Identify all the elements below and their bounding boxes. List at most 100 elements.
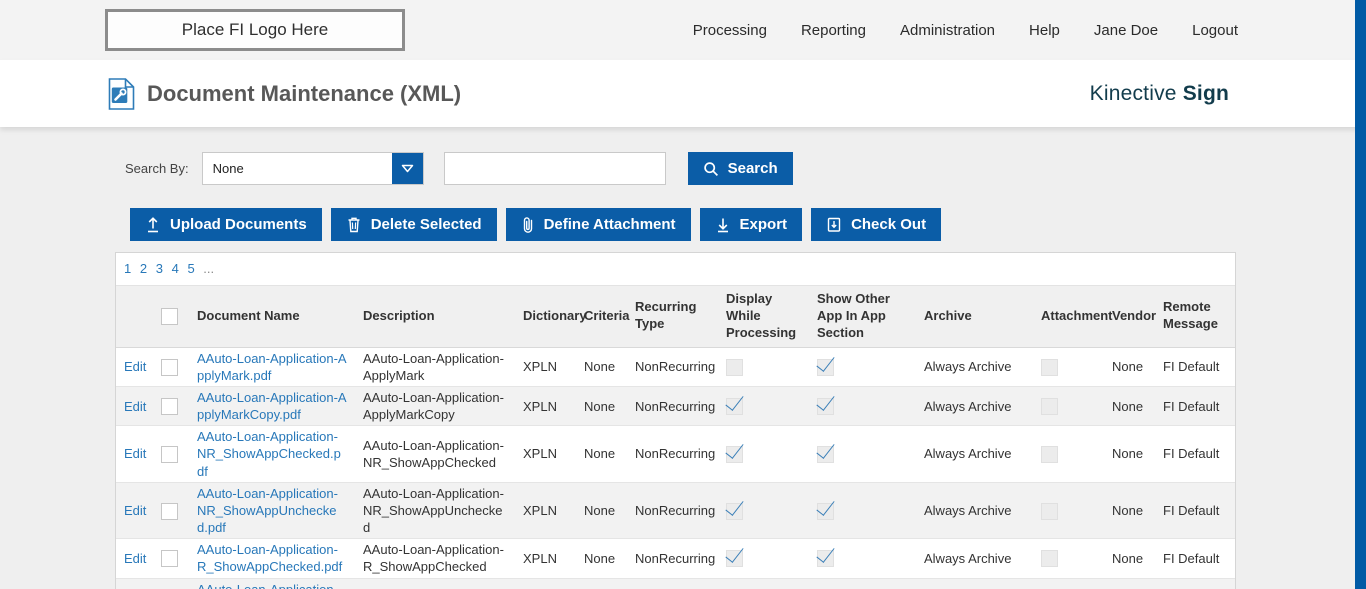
page-link-2[interactable]: 2 — [139, 261, 148, 276]
nav-logout[interactable]: Logout — [1192, 21, 1238, 39]
display-while-processing-checkbox[interactable] — [726, 446, 743, 464]
table-body: Edit AAuto-Loan-Application-ApplyMark.pd… — [116, 347, 1235, 589]
nav-reporting[interactable]: Reporting — [800, 21, 866, 39]
nav-help[interactable]: Help — [1029, 21, 1060, 39]
description-cell: AAuto-Loan-Application-ApplyMarkCopy — [355, 386, 515, 427]
header-select-all-col — [153, 285, 189, 348]
header-document-name: Document Name — [189, 285, 355, 348]
trash-icon — [346, 216, 362, 233]
top-header: Place FI Logo Here Processing Reporting … — [0, 0, 1366, 60]
show-other-app-checkbox[interactable] — [817, 446, 834, 464]
page-link-5[interactable]: 5 — [187, 261, 195, 276]
table-row: Edit AAuto-Loan-Application-NR_ShowAppCh… — [116, 425, 1235, 483]
header-remote-message: Remote Message — [1155, 285, 1235, 348]
attachment-checkbox[interactable] — [1041, 446, 1058, 464]
remote-message-cell: FI Default — [1155, 578, 1235, 589]
recurring-type-cell: NonRecurring — [627, 482, 718, 540]
show-other-app-checkbox[interactable] — [817, 502, 834, 520]
recurring-type-cell: NonRecurring — [627, 386, 718, 427]
archive-cell: Always Archive — [916, 425, 1033, 483]
display-while-processing-checkbox[interactable] — [726, 550, 743, 568]
upload-documents-button[interactable]: Upload Documents — [130, 208, 322, 241]
criteria-cell: None — [576, 578, 627, 589]
vendor-cell: None — [1104, 578, 1155, 589]
header-edit-col — [116, 285, 153, 348]
row-select-checkbox[interactable] — [161, 550, 178, 568]
show-other-app-checkbox[interactable] — [817, 358, 834, 376]
page-link-1[interactable]: 1 — [124, 261, 132, 276]
attachment-checkbox[interactable] — [1041, 398, 1058, 416]
criteria-cell: None — [576, 482, 627, 540]
document-name-link[interactable]: AAuto-Loan-Application-NR_ShowAppChecked… — [197, 429, 341, 479]
remote-message-cell: FI Default — [1155, 482, 1235, 540]
remote-message-cell: FI Default — [1155, 347, 1235, 387]
documents-table-card: 1 2 3 4 5 ... Document Name — [115, 252, 1236, 589]
show-other-app-checkbox[interactable] — [817, 550, 834, 568]
row-select-checkbox[interactable] — [161, 398, 178, 416]
select-all-checkbox[interactable] — [161, 307, 178, 325]
vendor-cell: None — [1104, 425, 1155, 483]
edit-link[interactable]: Edit — [124, 446, 147, 462]
search-by-dropdown[interactable]: None — [201, 152, 424, 185]
export-button[interactable]: Export — [699, 208, 803, 241]
remote-message-cell: FI Default — [1155, 425, 1235, 483]
document-name-link[interactable]: AAuto-Loan-Application-ApplyMark.pdf — [197, 350, 347, 383]
vendor-cell: None — [1104, 347, 1155, 387]
table-row: Edit AAuto-Loan-Application-ApplyMarkCop… — [116, 386, 1235, 427]
dictionary-cell: XPLN — [515, 425, 576, 483]
display-while-processing-checkbox[interactable] — [726, 398, 743, 416]
search-button[interactable]: Search — [687, 152, 793, 185]
nav-administration[interactable]: Administration — [899, 21, 996, 39]
page-link-3[interactable]: 3 — [155, 261, 163, 276]
show-other-app-checkbox[interactable] — [817, 398, 834, 416]
attachment-checkbox[interactable] — [1041, 358, 1058, 376]
criteria-cell: None — [576, 347, 627, 387]
attachment-checkbox[interactable] — [1041, 550, 1058, 568]
document-name-link[interactable]: AAuto-Loan-Application-ApplyMarkCopy.pdf — [197, 389, 347, 423]
edit-link[interactable]: Edit — [124, 550, 147, 566]
description-cell: AAuto-Loan-Application-ApplyMark — [355, 347, 515, 387]
nav-processing[interactable]: Processing — [692, 21, 767, 39]
dictionary-cell: XPLN — [515, 386, 576, 427]
dictionary-cell: XPLN — [515, 538, 576, 579]
table-row: Edit AAuto-Loan-Application-NR_ShowAppUn… — [116, 482, 1235, 540]
dropdown-arrow-button[interactable] — [391, 153, 423, 184]
edit-link[interactable]: Edit — [124, 502, 147, 518]
remote-message-cell: FI Default — [1155, 386, 1235, 427]
page-link-4[interactable]: 4 — [171, 261, 179, 276]
delete-selected-button[interactable]: Delete Selected — [330, 208, 497, 241]
display-while-processing-checkbox[interactable] — [726, 502, 743, 520]
row-select-checkbox[interactable] — [161, 446, 178, 464]
nav-user-jane-doe[interactable]: Jane Doe — [1093, 21, 1159, 39]
page-title: Document Maintenance (XML) — [147, 80, 462, 106]
header-archive: Archive — [916, 285, 1033, 348]
search-by-selected-value: None — [212, 161, 244, 176]
header-vendor: Vendor — [1104, 285, 1156, 348]
document-name-link[interactable]: AAuto-Loan-Application-R_ShowAppChecked.… — [197, 542, 343, 575]
define-attachment-button[interactable]: Define Attachment — [505, 208, 691, 241]
document-name-link[interactable]: AAuto-Loan-Application-R_ShowAppUnchecke… — [197, 582, 345, 589]
delete-selected-label: Delete Selected — [370, 216, 482, 233]
check-out-button[interactable]: Check Out — [811, 208, 942, 241]
page-ellipsis: ... — [203, 261, 215, 276]
attachment-checkbox[interactable] — [1041, 502, 1058, 520]
criteria-cell: None — [576, 538, 627, 579]
archive-cell: Always Archive — [916, 578, 1033, 589]
fi-logo-text: Place FI Logo Here — [181, 20, 329, 39]
edit-link[interactable]: Edit — [124, 398, 147, 414]
upload-icon — [145, 216, 161, 233]
display-while-processing-checkbox[interactable] — [726, 358, 743, 376]
edit-link[interactable]: Edit — [124, 359, 147, 375]
header-dictionary: Dictionary — [515, 285, 587, 348]
document-name-link[interactable]: AAuto-Loan-Application-NR_ShowAppUncheck… — [197, 485, 338, 536]
vendor-cell: None — [1104, 482, 1155, 540]
download-icon — [715, 216, 731, 233]
paperclip-icon — [521, 216, 535, 234]
dictionary-cell: XPLN — [515, 347, 576, 387]
header-attachment: Attachment — [1033, 285, 1113, 348]
row-select-checkbox[interactable] — [161, 358, 178, 376]
pagination: 1 2 3 4 5 ... — [116, 253, 1235, 285]
right-accent-bar — [1355, 0, 1366, 589]
search-input[interactable] — [443, 152, 666, 185]
row-select-checkbox[interactable] — [161, 502, 178, 520]
